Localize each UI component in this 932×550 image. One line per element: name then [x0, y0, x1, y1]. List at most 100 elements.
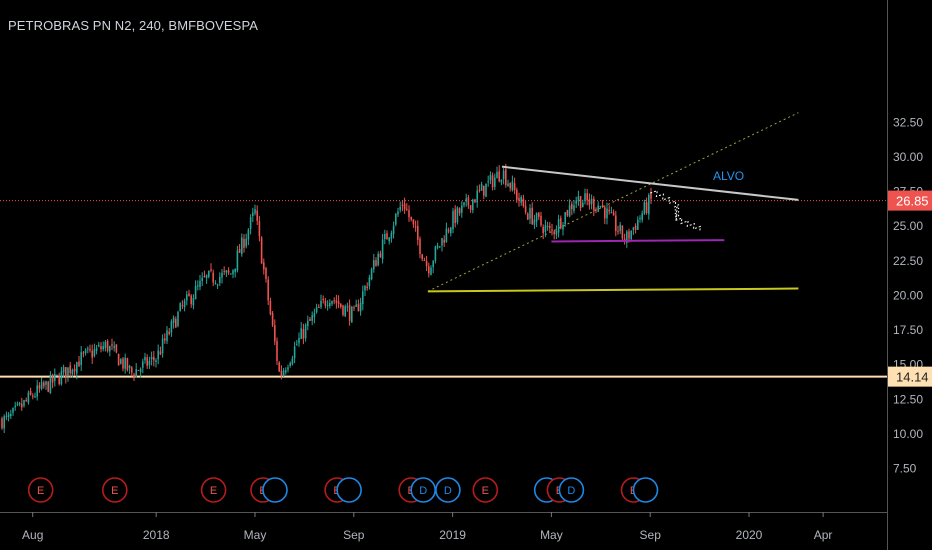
- candle-body: [212, 272, 214, 283]
- candle-body: [25, 400, 27, 402]
- price-axis[interactable]: 7.5010.0012.5015.0017.5020.0022.5025.002…: [893, 115, 923, 475]
- candle-body: [333, 300, 335, 302]
- candle-body: [27, 392, 30, 403]
- candle-body: [291, 358, 294, 365]
- candle-body: [135, 369, 137, 378]
- candle-body: [634, 225, 637, 230]
- candle-body: [520, 196, 522, 203]
- projected-path[interactable]: [650, 189, 702, 232]
- candle-body: [384, 234, 386, 239]
- candle-body: [137, 369, 140, 371]
- earnings-event-marker[interactable]: E: [102, 477, 128, 503]
- y-tick-label: 7.50: [893, 462, 917, 476]
- candle-body: [203, 275, 206, 277]
- candle-body: [40, 381, 43, 389]
- dividend-event-marker[interactable]: [262, 477, 288, 503]
- y-tick-label: 32.50: [893, 115, 923, 129]
- candle-body: [575, 200, 577, 204]
- y-tick-label: 12.50: [893, 392, 923, 406]
- time-axis[interactable]: Aug 2018 May Sep 2019 May Sep 2020 Apr: [22, 512, 832, 542]
- candle-body: [601, 205, 604, 207]
- candle-body: [128, 365, 131, 369]
- support-trendline[interactable]: [427, 287, 799, 293]
- last-price-badge: [888, 190, 932, 211]
- dividend-event-marker[interactable]: D: [435, 477, 461, 503]
- candle-body: [645, 202, 648, 213]
- candle-body: [260, 237, 263, 264]
- candle-body: [643, 202, 646, 214]
- candle-body: [98, 344, 100, 347]
- earnings-event-marker[interactable]: E: [472, 477, 499, 503]
- candle-body: [641, 213, 643, 220]
- candle-body: [439, 246, 441, 248]
- candle-body: [38, 385, 41, 389]
- event-circle: [200, 477, 227, 503]
- candle-body: [487, 181, 489, 183]
- candle-body: [133, 374, 135, 377]
- candle-body: [87, 348, 89, 350]
- candle-body: [454, 209, 456, 223]
- candle-body: [56, 374, 58, 376]
- candle-body: [584, 193, 586, 202]
- candle-body: [142, 361, 144, 368]
- candle-body: [320, 300, 322, 308]
- candle-body: [122, 358, 124, 369]
- candle-body: [516, 189, 518, 200]
- candle-body: [157, 350, 159, 360]
- candle-body: [254, 209, 256, 214]
- candle-body: [498, 171, 500, 182]
- candle-body: [340, 303, 342, 307]
- candle-body: [89, 349, 91, 351]
- support-price-label: 14.14: [896, 370, 929, 385]
- candle-body: [549, 225, 551, 229]
- earnings-event-marker[interactable]: E: [27, 477, 54, 503]
- candle-body: [496, 171, 498, 179]
- candle-body: [230, 273, 232, 275]
- rising-dotted-trendline[interactable]: [427, 112, 799, 292]
- candle-body: [524, 205, 527, 213]
- candle-body: [489, 174, 492, 181]
- candle-body: [109, 346, 111, 352]
- earnings-event-marker[interactable]: E: [200, 477, 227, 503]
- candle-body: [47, 381, 49, 392]
- dividend-event-marker[interactable]: D: [410, 477, 437, 503]
- candle-body: [461, 205, 463, 213]
- candle-body: [265, 268, 267, 280]
- candle-body: [146, 357, 148, 366]
- candle-body: [258, 221, 261, 237]
- candle-body: [355, 304, 357, 307]
- candle-body: [302, 329, 305, 339]
- candle-body: [593, 198, 595, 211]
- candle-body: [650, 193, 652, 199]
- candle-body: [469, 205, 472, 210]
- candle-body: [381, 239, 384, 260]
- candle-body: [214, 283, 217, 285]
- candle-body: [529, 208, 531, 219]
- candle-body: [170, 321, 173, 333]
- candle-body: [309, 318, 311, 321]
- support-price-badge: [888, 366, 932, 387]
- chart-title: PETROBRAS PN N2, 240, BMFBOVESPA: [8, 18, 259, 33]
- resistance-trendline[interactable]: [501, 165, 799, 201]
- price-marker-lines: [0, 200, 887, 378]
- dividend-event-marker[interactable]: D: [558, 477, 585, 503]
- target-line[interactable]: [551, 239, 725, 243]
- candle-body: [472, 199, 474, 211]
- candle-body: [546, 226, 549, 228]
- candle-body: [478, 189, 481, 191]
- candle-body: [274, 325, 276, 342]
- candle-body: [406, 208, 408, 210]
- candle-body: [450, 227, 452, 234]
- candle-body: [388, 237, 390, 242]
- candle-body: [124, 357, 126, 369]
- candle-body: [494, 177, 496, 187]
- candle-body: [322, 298, 324, 300]
- dividend-event-marker[interactable]: [336, 477, 362, 503]
- candle-body: [595, 209, 597, 211]
- candle-body: [386, 233, 388, 240]
- candle-body: [278, 362, 280, 372]
- candle-body: [93, 349, 96, 357]
- dividend-event-marker[interactable]: [632, 477, 659, 503]
